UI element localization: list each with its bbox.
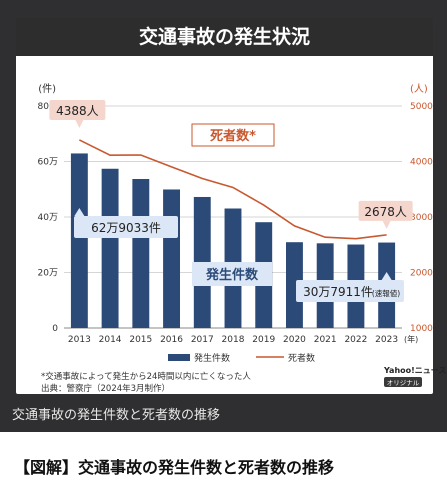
last-point-callout (358, 200, 413, 229)
bar-2014 (101, 168, 119, 328)
x-tick-label: 2018 (222, 335, 245, 345)
last-point-callout-pointer (382, 220, 391, 229)
logo-badge: オリジナル (384, 377, 422, 387)
last-point-label: 2678人 (364, 205, 407, 219)
line-series-label-box (191, 123, 275, 147)
legend-label-bars: 発生件数 (194, 352, 230, 364)
last-point-callout-box (358, 200, 413, 221)
y-tick-label-left: 0 (52, 324, 58, 334)
chart-plot: 0 20万 40万 60万 80万 1000 2000 3000 4000 5000 (件) (人) 2… (38, 83, 433, 364)
first-point-callout-box (49, 99, 106, 120)
x-tick-label: 2013 (68, 335, 91, 345)
x-tick-label: 2016 (160, 335, 183, 345)
first-point-label: 4388人 (56, 104, 99, 118)
legend-swatch-bars (168, 354, 190, 361)
last-bar-label: 30万7911件 (303, 285, 373, 299)
last-bar-callout-box (296, 280, 404, 302)
chart-card: 交通事故の発生状況 0 20万 40万 60万 80万 1000 2000 3000 4000 5… (16, 18, 447, 394)
first-point-callout-pointer (75, 119, 84, 128)
line-deaths (79, 139, 387, 240)
first-bar-callout-pointer (74, 208, 85, 216)
chart-title: 交通事故の発生状況 (16, 18, 433, 56)
bar-2015 (132, 179, 150, 328)
x-tick-label: 2014 (99, 335, 122, 345)
article-title: 【図解】交通事故の発生件数と死者数の推移 (14, 458, 335, 477)
y-tick-label-right: 1000 (410, 324, 433, 334)
x-axis-unit: (年) (404, 334, 418, 344)
right-axis-unit: (人) (410, 83, 428, 95)
x-tick-label: 2023 (375, 335, 398, 345)
x-tick-label: 2022 (344, 335, 367, 345)
y-tick-label-right: 5000 (410, 102, 433, 112)
legend-label-line: 死者数 (288, 352, 315, 364)
photo-caption: 交通事故の発生件数と死者数の推移 (12, 408, 221, 423)
photo-frame: 交通事故の発生状況 0 20万 40万 60万 80万 1000 2000 3000 4000 5… (0, 0, 447, 432)
bar-2013 (70, 153, 88, 328)
bar-series-label-box (192, 262, 272, 286)
logo-text: Yahoo!ニュース (384, 366, 447, 375)
footnote-source: 出典：警察庁（2024年3月制作） (41, 384, 171, 394)
bar-series-label: 発生件数 (205, 267, 259, 283)
footnote-definition: *交通事故によって発生から24時間以内に亡くなった人 (41, 372, 251, 382)
first-bar-callout-box (74, 216, 178, 238)
x-tick-label: 2021 (314, 335, 337, 345)
y-tick-label-right: 2000 (410, 269, 433, 279)
x-tick-label: 2015 (129, 335, 152, 345)
first-point-callout (49, 99, 106, 128)
y-tick-label-left: 80万 (38, 102, 58, 112)
bar-2020 (286, 242, 303, 328)
yahoo-news-logo: Yahoo!ニュース オリジナル (384, 365, 447, 387)
x-tick-label: 2019 (252, 335, 275, 345)
bar-2016 (163, 189, 180, 328)
first-bar-callout (74, 208, 178, 238)
first-bar-label: 62万9033件 (91, 221, 161, 235)
last-bar-callout (296, 272, 404, 302)
x-tick-label: 2020 (283, 335, 306, 345)
y-tick-label-left: 40万 (38, 213, 58, 223)
left-axis-unit: (件) (38, 83, 56, 95)
y-tick-label-right: 3000 (410, 213, 433, 223)
y-tick-label-left: 20万 (38, 269, 58, 279)
line-series-label: 死者数* (210, 128, 256, 144)
y-tick-label-right: 4000 (410, 158, 433, 168)
last-bar-callout-pointer (381, 272, 392, 280)
last-bar-note: (速報値) (372, 288, 400, 298)
y-tick-label-left: 60万 (38, 158, 58, 168)
x-tick-label: 2017 (191, 335, 214, 345)
